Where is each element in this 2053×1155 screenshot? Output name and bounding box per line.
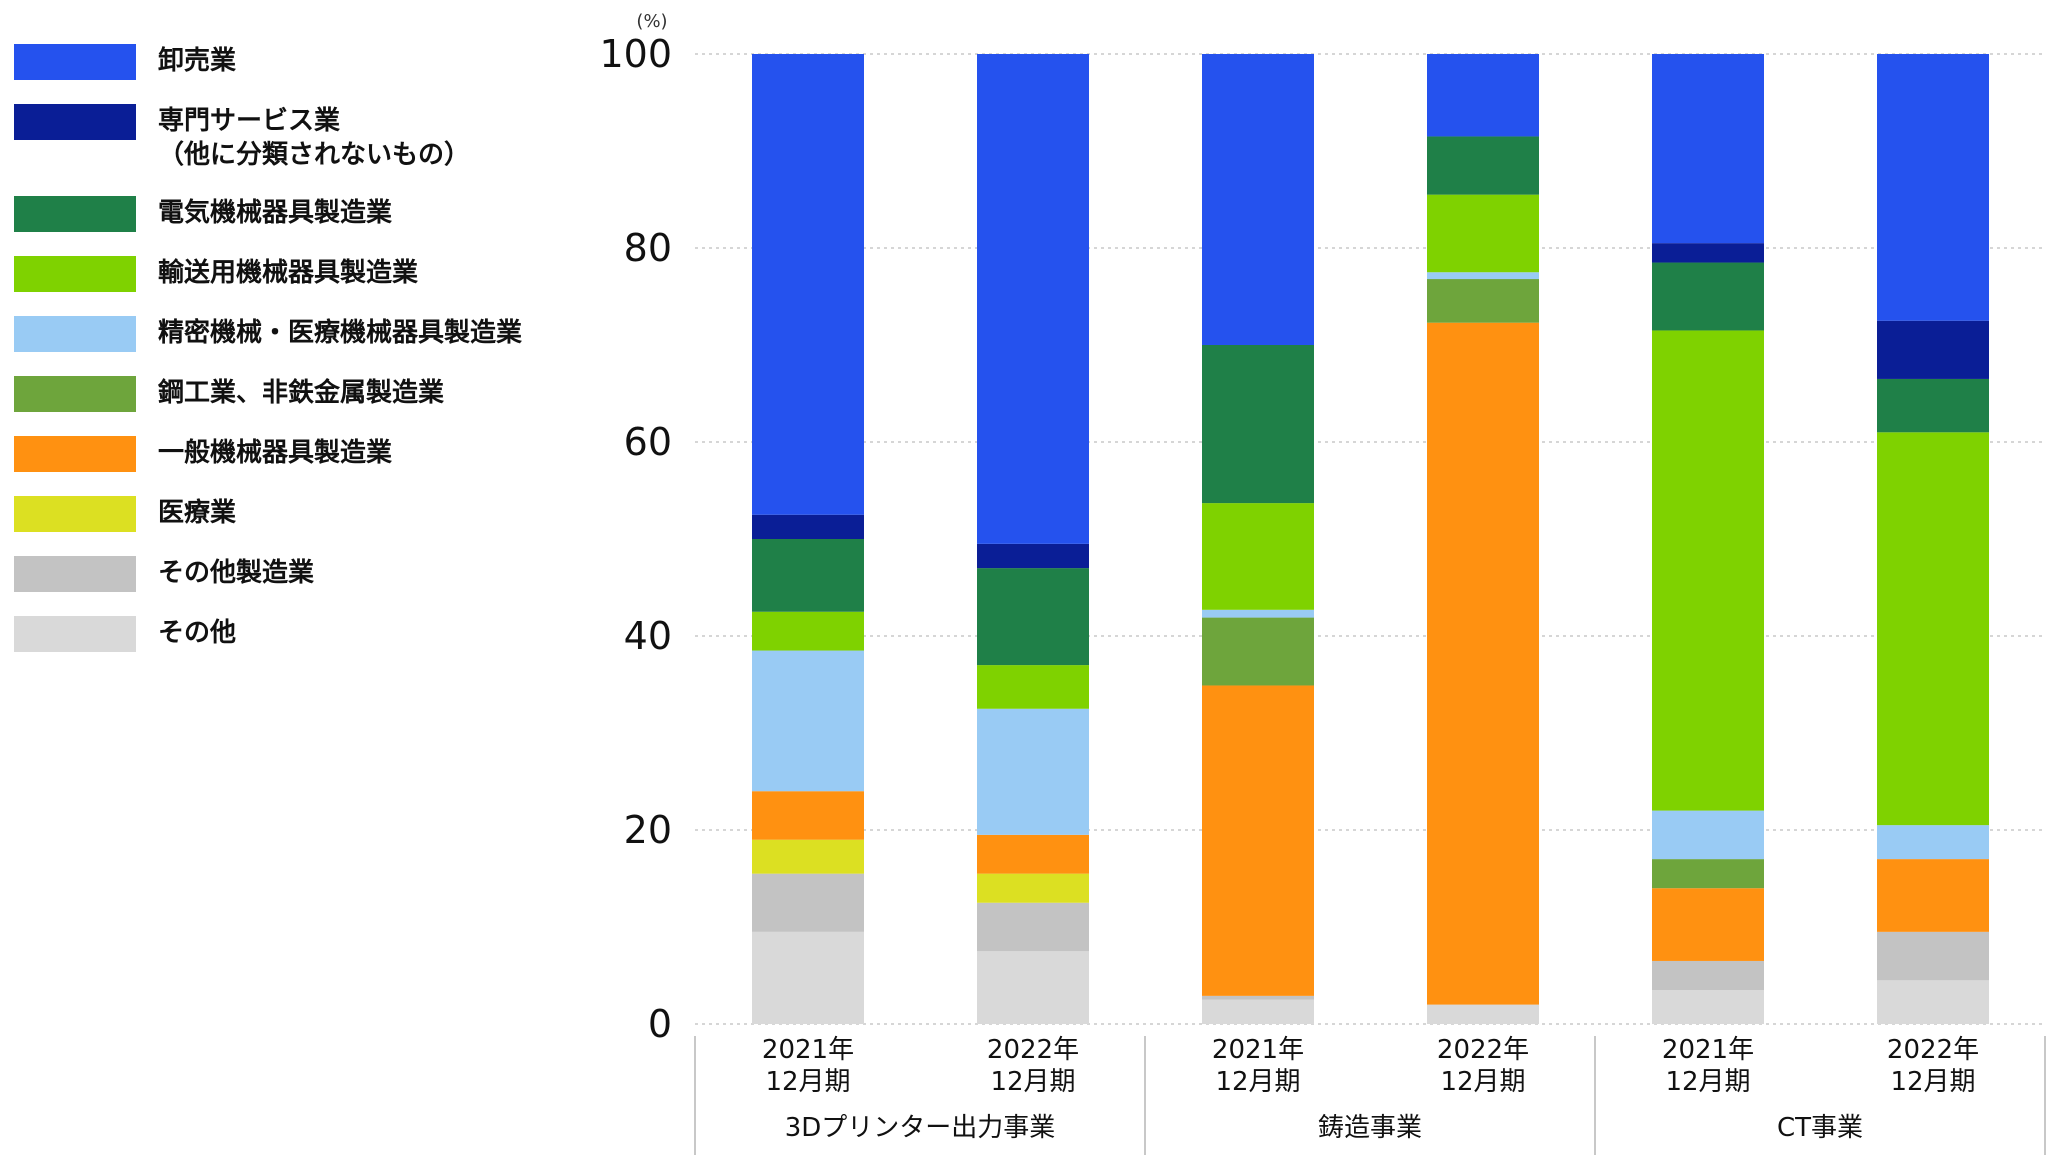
x-tick-label: 2021年 12月期 (1662, 1035, 1754, 1097)
bar-segment (1877, 54, 1989, 321)
bar-segment (1877, 859, 1989, 932)
bar-segment (977, 54, 1089, 544)
legend-item: 一般機械器具製造業 (14, 436, 574, 472)
legend-label: 卸売業 (158, 46, 237, 76)
legend-item: その他 (14, 616, 574, 652)
bar-segment (1877, 931, 1989, 981)
bar-segment (1877, 320, 1989, 379)
legend-label: 医療業 (158, 498, 237, 528)
x-tick-label: 2022年 12月期 (1887, 1035, 1979, 1097)
bar-segment (1652, 990, 1764, 1024)
bar-segment (1202, 685, 1314, 996)
bar-segment (752, 54, 864, 515)
legend-item: 卸売業 (14, 44, 574, 80)
bar-segment (752, 791, 864, 840)
group-label: 3Dプリンター出力事業 (785, 1113, 1056, 1143)
bar-segment (1202, 609, 1314, 618)
bar-segment (1202, 503, 1314, 610)
bar-segment (1652, 960, 1764, 991)
bar-segment (1427, 194, 1539, 273)
bar-segment (977, 834, 1089, 874)
x-tick-label: 2022年 12月期 (1437, 1035, 1529, 1097)
bar-segment (1202, 345, 1314, 504)
bar-segment (1877, 825, 1989, 860)
y-tick-label: 20 (624, 808, 672, 852)
bar-segment (1652, 262, 1764, 331)
legend-swatch (14, 496, 136, 532)
bar-segment (1427, 279, 1539, 323)
bar-segment (1202, 999, 1314, 1024)
legend-swatch (14, 556, 136, 592)
bar-segment (977, 873, 1089, 903)
bar-segment (752, 650, 864, 792)
bar-segment (1652, 888, 1764, 961)
bar-segment (977, 665, 1089, 709)
bar-segment (1427, 272, 1539, 280)
legend-item: その他製造業 (14, 556, 574, 592)
bar-segment (752, 931, 864, 1024)
bar-segment (752, 514, 864, 539)
bar-segment (1427, 322, 1539, 1005)
bar-segment (977, 902, 1089, 952)
bar-segment (1877, 980, 1989, 1024)
legend-swatch (14, 256, 136, 292)
legend-label: 専門サービス業 （他に分類されないもの） (158, 106, 471, 170)
bar-segment (752, 539, 864, 612)
bar-segment (752, 873, 864, 932)
legend-swatch (14, 316, 136, 352)
legend-swatch (14, 44, 136, 80)
chart-legend: 卸売業専門サービス業 （他に分類されないもの） 電気機械器具製造業 輸送用機械器具製… (14, 44, 574, 676)
legend-label: その他 (158, 618, 237, 648)
legend-swatch (14, 196, 136, 232)
legend-item: 専門サービス業 （他に分類されないもの） (14, 104, 574, 172)
y-tick-label: 100 (599, 32, 672, 76)
legend-swatch (14, 376, 136, 412)
legend-label: 精密機械・医療機械器具製造業 (158, 318, 523, 348)
legend-label: 一般機械器具製造業 (158, 438, 393, 468)
bar-segment (1202, 617, 1314, 686)
bar-segment (977, 708, 1089, 835)
bar-segment (1202, 995, 1314, 1000)
legend-swatch (14, 104, 136, 140)
bar-segment (1652, 330, 1764, 811)
bar-segment (1427, 136, 1539, 195)
legend-swatch (14, 436, 136, 472)
bar-segment (977, 543, 1089, 569)
group-label: CT事業 (1777, 1113, 1863, 1143)
legend-item: 医療業 (14, 496, 574, 532)
legend-swatch (14, 616, 136, 652)
bar-segment (1652, 810, 1764, 860)
bar-segment (1877, 378, 1989, 433)
y-tick-label: 40 (624, 614, 672, 658)
bar-segment (1427, 1004, 1539, 1024)
bar-segment (977, 568, 1089, 666)
legend-label: その他製造業 (158, 558, 315, 588)
group-label: 鋳造事業 (1318, 1113, 1422, 1143)
legend-item: 鋼工業、非鉄金属製造業 (14, 376, 574, 412)
legend-label: 輸送用機械器具製造業 (158, 258, 419, 288)
legend-item: 輸送用機械器具製造業 (14, 256, 574, 292)
bar-segment (1202, 54, 1314, 345)
bar-segment (1427, 54, 1539, 137)
y-tick-label: 60 (624, 420, 672, 464)
bar-segment (752, 611, 864, 651)
x-tick-label: 2022年 12月期 (987, 1035, 1079, 1097)
legend-label: 鋼工業、非鉄金属製造業 (158, 378, 445, 408)
y-tick-label: 80 (624, 226, 672, 270)
bar-segment (1877, 432, 1989, 826)
legend-label: 電気機械器具製造業 (158, 198, 393, 228)
bar-segment (752, 839, 864, 874)
y-tick-label: 0 (648, 1002, 672, 1046)
bar-segment (1652, 859, 1764, 889)
y-unit-label: (%) (636, 11, 667, 32)
legend-item: 精密機械・医療機械器具製造業 (14, 316, 574, 352)
x-tick-label: 2021年 12月期 (1212, 1035, 1304, 1097)
bar-segment (977, 951, 1089, 1024)
bar-segment (1652, 243, 1764, 263)
x-tick-label: 2021年 12月期 (762, 1035, 854, 1097)
legend-item: 電気機械器具製造業 (14, 196, 574, 232)
bar-segment (1652, 54, 1764, 244)
